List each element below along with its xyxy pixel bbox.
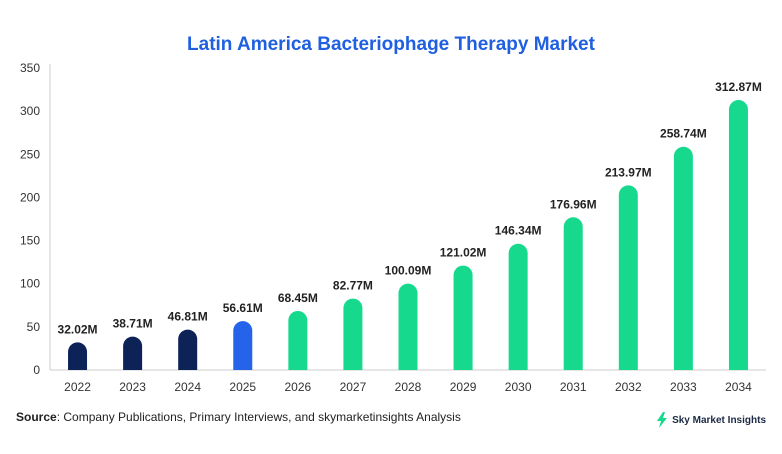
data-label: 100.09M bbox=[385, 264, 432, 278]
x-axis: 2022 2023 2024 2025 2026 2027 2028 2029 2030 2031… bbox=[50, 369, 766, 394]
bar-2034 bbox=[728, 100, 748, 370]
x-tick-label: 2033 bbox=[670, 380, 697, 394]
y-tick-label: 150 bbox=[20, 234, 40, 248]
x-tick-label: 2029 bbox=[450, 380, 477, 394]
bar-2032 bbox=[618, 185, 638, 370]
data-label: 176.96M bbox=[550, 197, 597, 211]
bar-2025 bbox=[233, 321, 253, 370]
y-tick-label: 250 bbox=[20, 147, 40, 161]
bar-2023 bbox=[123, 336, 143, 370]
x-tick-label: 2023 bbox=[119, 380, 146, 394]
x-tick-label: 2034 bbox=[725, 380, 752, 394]
data-label: 146.34M bbox=[495, 224, 542, 238]
y-tick-label: 0 bbox=[33, 363, 40, 377]
x-tick-label: 2026 bbox=[284, 380, 311, 394]
x-tick-label: 2030 bbox=[505, 380, 532, 394]
brand-logo: Sky Market Insights bbox=[656, 412, 766, 428]
y-tick-label: 50 bbox=[27, 320, 41, 334]
x-tick-label: 2031 bbox=[560, 380, 587, 394]
bar-2030 bbox=[508, 243, 528, 370]
y-axis: 0 50 100 150 200 250 300 350 bbox=[20, 61, 51, 377]
data-label: 213.97M bbox=[605, 165, 652, 179]
data-label: 32.02M bbox=[58, 322, 98, 336]
data-label: 38.71M bbox=[113, 317, 153, 331]
bar-2028 bbox=[398, 283, 418, 370]
bar-2031 bbox=[563, 217, 583, 370]
data-label: 68.45M bbox=[278, 291, 318, 305]
bar-2026 bbox=[288, 310, 308, 370]
data-label: 312.87M bbox=[715, 80, 762, 94]
bar-2022 bbox=[68, 342, 88, 370]
bar-2033 bbox=[673, 146, 693, 370]
bars bbox=[68, 100, 748, 370]
y-tick-label: 200 bbox=[20, 190, 40, 204]
data-label: 46.81M bbox=[168, 310, 208, 324]
x-tick-label: 2027 bbox=[340, 380, 367, 394]
data-label: 258.74M bbox=[660, 127, 707, 141]
source-text: : Company Publications, Primary Intervie… bbox=[56, 410, 461, 424]
data-label: 56.61M bbox=[223, 301, 263, 315]
data-label: 121.02M bbox=[440, 246, 487, 260]
source-note: Source: Company Publications, Primary In… bbox=[16, 410, 461, 424]
chart-title: Latin America Bacteriophage Therapy Mark… bbox=[187, 34, 595, 55]
lightning-bolt-icon bbox=[657, 412, 668, 428]
bar-2029 bbox=[453, 265, 473, 370]
y-tick-label: 350 bbox=[20, 61, 40, 75]
bar-2027 bbox=[343, 298, 363, 370]
x-tick-label: 2025 bbox=[229, 380, 256, 394]
y-tick-label: 300 bbox=[20, 104, 40, 118]
y-tick-label: 100 bbox=[20, 277, 40, 291]
brand-name: Sky Market Insights bbox=[672, 414, 766, 426]
data-labels: 32.02M 38.71M 46.81M 56.61M 68.45M 82.77M 100.… bbox=[58, 80, 762, 336]
bar-2024 bbox=[178, 329, 198, 370]
source-label: Source bbox=[16, 410, 57, 424]
x-tick-label: 2028 bbox=[395, 380, 422, 394]
x-tick-label: 2024 bbox=[174, 380, 201, 394]
data-label: 82.77M bbox=[333, 279, 373, 293]
x-tick-label: 2022 bbox=[64, 380, 91, 394]
x-tick-label: 2032 bbox=[615, 380, 642, 394]
